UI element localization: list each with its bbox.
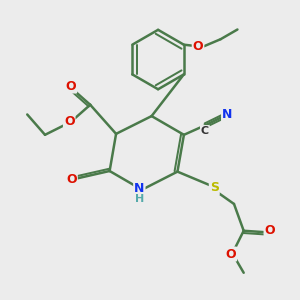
Text: O: O: [193, 40, 203, 53]
Text: C: C: [201, 126, 209, 136]
Text: O: O: [65, 80, 76, 92]
Text: S: S: [210, 181, 219, 194]
Text: O: O: [66, 172, 77, 186]
Text: N: N: [134, 182, 145, 195]
Text: O: O: [226, 248, 236, 260]
Text: H: H: [135, 194, 144, 204]
Text: O: O: [64, 116, 74, 128]
Text: O: O: [265, 224, 275, 237]
Text: N: N: [222, 108, 232, 121]
